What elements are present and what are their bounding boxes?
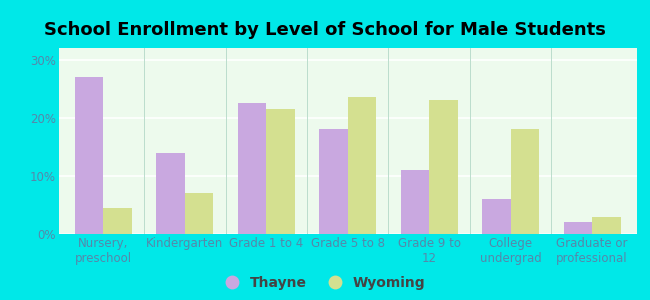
Bar [103, 208, 132, 234]
Bar [75, 77, 103, 234]
Bar [564, 222, 592, 234]
Bar [592, 217, 621, 234]
Bar [156, 153, 185, 234]
Bar [511, 129, 540, 234]
Text: School Enrollment by Level of School for Male Students: School Enrollment by Level of School for… [44, 21, 606, 39]
Bar [266, 109, 295, 234]
Bar [238, 103, 266, 234]
Bar [482, 199, 511, 234]
Bar [348, 98, 376, 234]
Bar [185, 193, 213, 234]
Legend: Thayne, Wyoming: Thayne, Wyoming [225, 276, 425, 290]
Bar [429, 100, 458, 234]
Bar [319, 129, 348, 234]
Bar [400, 170, 429, 234]
